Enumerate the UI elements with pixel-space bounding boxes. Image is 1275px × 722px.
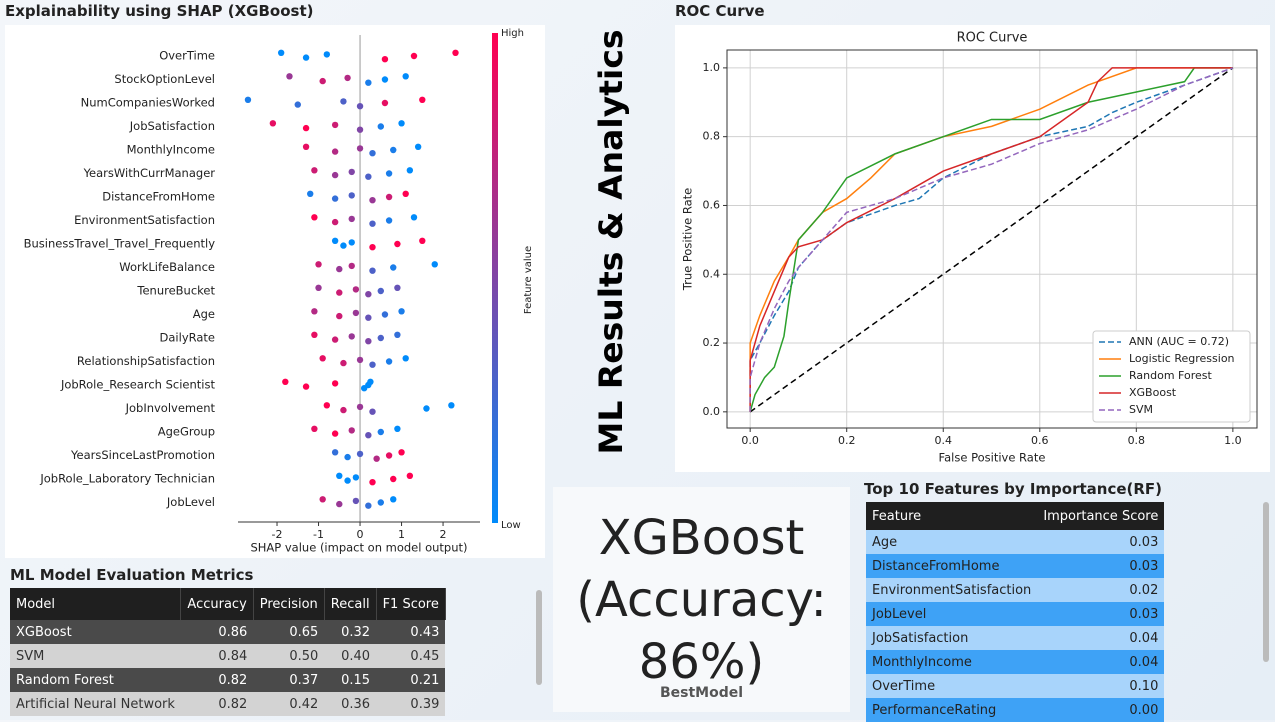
table-row: Age 0.03: [866, 530, 1165, 554]
scrollbar[interactable]: [536, 590, 542, 685]
table-row: MonthlyIncome 0.04: [866, 650, 1165, 674]
table-cell: 0.00: [1037, 698, 1165, 722]
column-header: F1 Score: [376, 588, 446, 620]
features-title: Top 10 Features by Importance(RF): [864, 480, 1163, 498]
column-header: Recall: [324, 588, 377, 620]
table-row: SVM 0.84 0.50 0.40 0.45: [10, 644, 446, 668]
column-header: Model: [10, 588, 182, 620]
table-cell: 0.03: [1037, 602, 1165, 626]
roc-panel: [675, 25, 1270, 472]
table-cell: SVM: [10, 644, 181, 668]
table-row: JobSatisfaction 0.04: [866, 626, 1165, 650]
column-header: Precision: [253, 588, 325, 620]
best-model-card: XGBoost (Accuracy: 86%) BestModel: [553, 487, 850, 712]
column-header: Feature: [866, 502, 1038, 530]
card-value-line: (Accuracy:: [576, 572, 827, 628]
table-row: DistanceFromHome 0.03: [866, 554, 1165, 578]
table-cell: XGBoost: [10, 620, 181, 644]
table-cell: Artificial Neural Network: [10, 692, 181, 716]
table-row: Artificial Neural Network 0.82 0.42 0.36 0.3…: [10, 692, 446, 716]
table-cell: DistanceFromHome: [866, 554, 1038, 578]
table-cell: 0.15: [324, 668, 377, 692]
roc-section-title: ROC Curve: [675, 2, 765, 20]
table-cell: PerformanceRating: [866, 698, 1038, 722]
table-cell: 0.32: [324, 620, 377, 644]
table-cell: 0.02: [1037, 578, 1165, 602]
table-row: OverTime 0.10: [866, 674, 1165, 698]
table-row: JobLevel 0.03: [866, 602, 1165, 626]
table-cell: 0.36: [324, 692, 377, 716]
table-row: EnvironmentSatisfaction 0.02: [866, 578, 1165, 602]
table-cell: MonthlyIncome: [866, 650, 1038, 674]
table-cell: OverTime: [866, 674, 1038, 698]
table-cell: JobSatisfaction: [866, 626, 1038, 650]
metrics-title: ML Model Evaluation Metrics: [10, 566, 254, 584]
table-row: Random Forest 0.82 0.37 0.15 0.21: [10, 668, 446, 692]
table-cell: 0.04: [1037, 626, 1165, 650]
table-row: PerformanceRating 0.00: [866, 698, 1165, 722]
table-cell: 0.10: [1037, 674, 1165, 698]
card-label: BestModel: [659, 685, 744, 701]
table-row: XGBoost 0.86 0.65 0.32 0.43: [10, 620, 446, 644]
table-cell: JobLevel: [866, 602, 1038, 626]
table-cell: 0.40: [324, 644, 377, 668]
table-cell: 0.37: [253, 668, 325, 692]
table-cell: 0.03: [1037, 554, 1165, 578]
header-row: Model Accuracy Precision Recall F1 Score: [10, 588, 446, 620]
column-header: Importance Score: [1037, 502, 1165, 530]
table-cell: EnvironmentSatisfaction: [866, 578, 1038, 602]
card-value-line: 86%): [638, 634, 765, 690]
table-cell: 0.50: [253, 644, 325, 668]
page-title: ML Results & Analytics: [592, 30, 630, 455]
table-cell: 0.03: [1037, 530, 1165, 554]
header-row: Feature Importance Score: [866, 502, 1165, 530]
table-cell: 0.04: [1037, 650, 1165, 674]
feature-table: Feature Importance Score Age 0.03 DistanceFr…: [866, 502, 1165, 722]
scrollbar[interactable]: [1263, 502, 1269, 662]
table-cell: Age: [866, 530, 1038, 554]
table-cell: 0.43: [376, 620, 446, 644]
table-cell: 0.65: [253, 620, 325, 644]
table-cell: 0.84: [180, 644, 254, 668]
table-cell: 0.86: [180, 620, 254, 644]
table-cell: 0.39: [376, 692, 446, 716]
shap-section-title: Explainability using SHAP (XGBoost): [5, 2, 314, 20]
table-cell: 0.45: [376, 644, 446, 668]
table-cell: 0.42: [253, 692, 325, 716]
metrics-table: Model Accuracy Precision Recall F1 Score XGBo…: [10, 588, 446, 716]
shap-panel: [5, 25, 545, 558]
table-cell: 0.82: [180, 692, 254, 716]
column-header: Accuracy: [180, 588, 254, 620]
card-value-line: XGBoost: [598, 510, 805, 566]
table-cell: Random Forest: [10, 668, 181, 692]
table-cell: 0.21: [376, 668, 446, 692]
table-cell: 0.82: [180, 668, 254, 692]
